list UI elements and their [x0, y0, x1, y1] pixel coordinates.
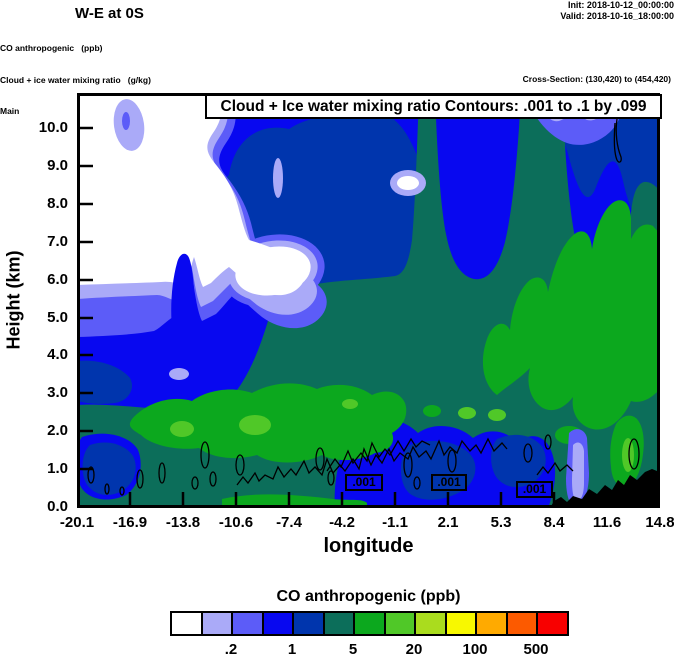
x-tick-label: -7.4: [276, 514, 302, 531]
field-domain-label: Main: [0, 106, 20, 116]
legend-cell: [200, 611, 233, 636]
x-tick-label: -16.9: [112, 514, 148, 531]
y-tick-label: 0.0: [47, 498, 68, 515]
legend-cell: [536, 611, 569, 636]
contour-value-label: .001: [431, 474, 467, 491]
y-tick-label: 5.0: [47, 309, 68, 326]
y-tick-label: 9.0: [47, 157, 68, 174]
y-tick-label: 1.0: [47, 460, 68, 477]
model-times: Init: 2018-10-12_00:00:00 Valid: 2018-10…: [0, 0, 674, 22]
contour-plot: [77, 93, 660, 508]
x-tick-label: -4.2: [329, 514, 355, 531]
legend-cell: [383, 611, 416, 636]
x-axis-title: longitude: [323, 535, 414, 557]
axis-ticks: [80, 126, 609, 505]
cross-section-info: Cross-Section: (130,420) to (454,420): [522, 74, 671, 84]
y-tick-label: 6.0: [47, 271, 68, 288]
legend-cell: [444, 611, 477, 636]
legend-tick-label: 1: [287, 641, 297, 658]
x-tick-label: 14.8: [645, 514, 674, 531]
x-tick-label: 8.4: [543, 514, 565, 531]
field-list: CO anthropogenic (ppb) Cloud + ice water…: [0, 22, 674, 138]
contour-value-label: .001: [345, 474, 383, 491]
legend-tick-label: .2: [224, 641, 238, 658]
x-tick-label: 2.1: [437, 514, 459, 531]
legend-cell: [414, 611, 447, 636]
init-time: Init: 2018-10-12_00:00:00: [567, 0, 674, 10]
legend-tick-label: 500: [523, 641, 549, 658]
terrain-silhouette: [550, 467, 660, 508]
legend-tick-label: 5: [348, 641, 358, 658]
contour-value-label: .001: [516, 481, 553, 498]
legend-cell: [505, 611, 538, 636]
y-tick-label: 8.0: [47, 195, 68, 212]
x-tick-label: 11.6: [592, 514, 622, 531]
x-tick-label: -20.1: [59, 514, 95, 531]
legend-cell: [261, 611, 294, 636]
y-tick-label: 4.0: [47, 346, 68, 363]
co-shading-field: [77, 93, 660, 508]
x-tick-label: -13.8: [165, 514, 201, 531]
legend-cell: [475, 611, 508, 636]
field-contour-label: Cloud + ice water mixing ratio (g/kg): [0, 74, 151, 85]
legend-title: CO anthropogenic (ppb): [276, 588, 461, 605]
valid-time: Valid: 2018-10-16_18:00:00: [560, 11, 674, 21]
legend-tick-label: 100: [462, 641, 488, 658]
legend-cell: [322, 611, 355, 636]
field-shaded-label: CO anthropogenic (ppb): [0, 43, 103, 53]
legend-cell: [292, 611, 325, 636]
legend-cell: [353, 611, 386, 636]
page-title: W-E at 0S: [75, 5, 144, 22]
y-tick-label: 3.0: [47, 384, 68, 401]
legend-cell: [231, 611, 264, 636]
y-tick-label: 2.0: [47, 422, 68, 439]
x-tick-label: 5.3: [490, 514, 512, 531]
x-tick-label: -10.6: [218, 514, 254, 531]
contour-title-box: Cloud + Ice water mixing ratio Contours:…: [205, 94, 662, 119]
y-tick-label: 10.0: [38, 119, 68, 136]
legend-tick-label: 20: [405, 641, 423, 658]
x-tick-label: -1.1: [382, 514, 408, 531]
cloud-contour-lines: [87, 118, 640, 496]
y-axis-title: Height (km): [3, 250, 24, 350]
legend-cell: [170, 611, 203, 636]
y-tick-label: 7.0: [47, 233, 68, 250]
legend-colorbar: [170, 611, 569, 636]
